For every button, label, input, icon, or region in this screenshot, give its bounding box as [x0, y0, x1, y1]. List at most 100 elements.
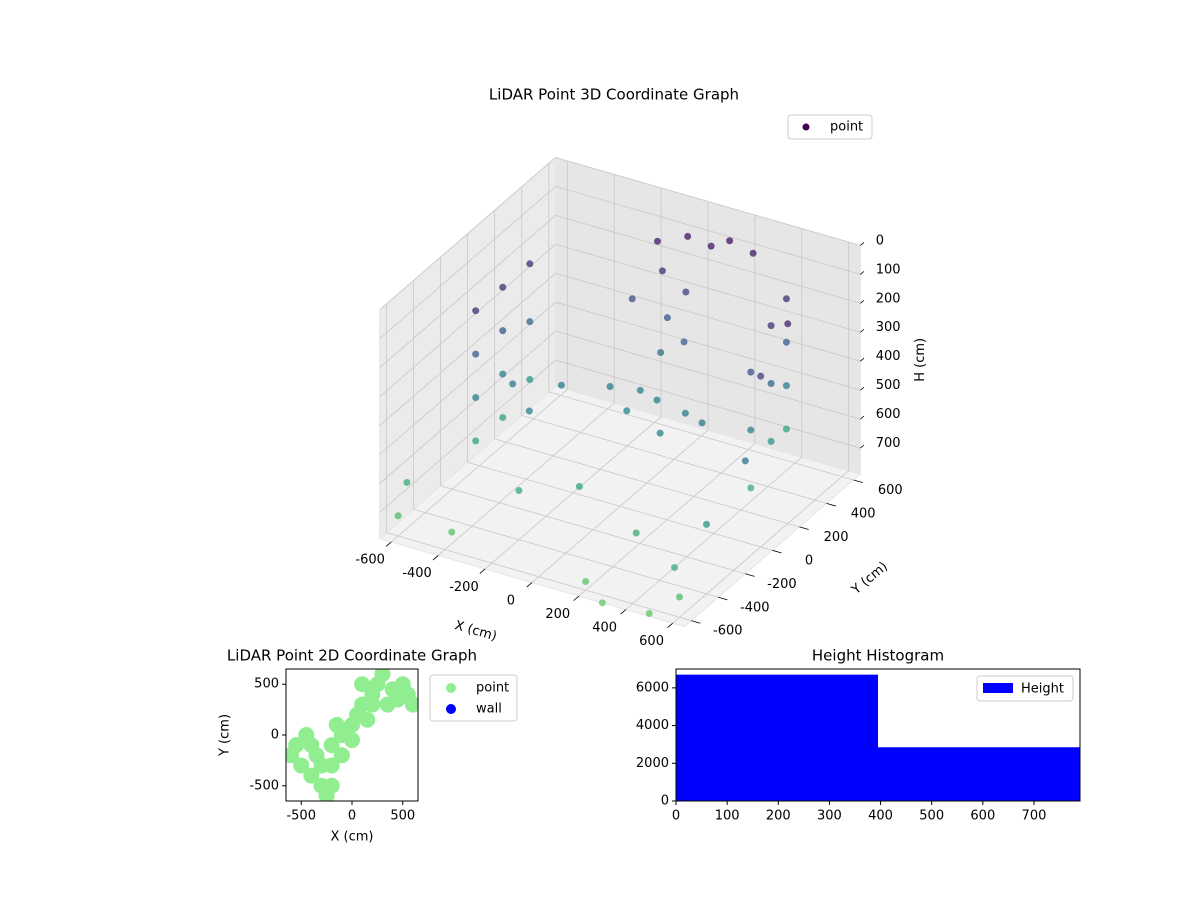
- y-tick-label: -400: [740, 600, 770, 615]
- grid-line: [379, 359, 556, 513]
- point: [472, 350, 480, 358]
- point: [698, 419, 706, 427]
- x-axis-label: X (cm): [453, 618, 498, 644]
- point: [344, 732, 360, 749]
- x-tick-label: 400: [592, 620, 617, 635]
- plot-area: [286, 669, 418, 801]
- x-axis-label: X (cm): [331, 830, 374, 845]
- tick-mark: [860, 271, 865, 275]
- x-tick-label: -200: [449, 580, 479, 595]
- point: [656, 429, 664, 437]
- y-tick-label: 2000: [636, 756, 669, 771]
- point: [747, 484, 755, 492]
- point: [645, 609, 653, 617]
- point: [526, 376, 534, 384]
- x-tick-label: -600: [355, 553, 385, 568]
- y-tick-label: -200: [767, 577, 797, 592]
- x-tick-label: -400: [402, 566, 432, 581]
- point: [784, 320, 792, 328]
- point: [499, 413, 507, 421]
- point: [499, 327, 507, 335]
- point: [509, 380, 517, 388]
- tick-mark: [860, 328, 865, 333]
- tick-mark: [479, 568, 486, 574]
- grid-line: [440, 485, 746, 575]
- grid-line: [467, 461, 773, 551]
- x-tick-label: 300: [817, 809, 842, 824]
- point: [636, 386, 644, 394]
- chart-title: LiDAR Point 2D Coordinate Graph: [227, 647, 477, 665]
- point: [472, 307, 480, 315]
- point: [782, 338, 790, 346]
- z-tick-label: 600: [876, 407, 901, 422]
- legend-box: [976, 675, 1074, 702]
- point: [658, 267, 666, 275]
- y-tick-label: 500: [254, 677, 279, 692]
- point: [767, 380, 775, 388]
- point: [682, 288, 690, 296]
- tick-mark: [860, 386, 865, 391]
- point: [623, 407, 631, 415]
- point: [606, 383, 614, 391]
- tick-mark: [853, 479, 863, 483]
- grid-line: [379, 157, 556, 311]
- tick-mark: [860, 242, 865, 246]
- point: [747, 426, 755, 434]
- tick-mark: [860, 357, 865, 362]
- tick-mark: [799, 526, 809, 530]
- point: [681, 409, 689, 417]
- y-tick-label: 6000: [636, 680, 669, 695]
- grid-line: [548, 391, 854, 481]
- x-tick-label: 500: [919, 809, 944, 824]
- point: [757, 372, 765, 380]
- tick-mark: [667, 622, 673, 629]
- legend-label: Height: [1021, 682, 1064, 697]
- z-tick-label: 200: [876, 291, 901, 306]
- grid-line: [555, 330, 861, 420]
- grid-line: [379, 186, 556, 340]
- point: [354, 676, 371, 693]
- tick-mark: [860, 444, 865, 449]
- y-tick-label: 400: [851, 506, 876, 521]
- grid-line: [555, 157, 861, 246]
- point: [394, 512, 402, 520]
- grid-line: [555, 272, 861, 362]
- x-tick-label: 600: [639, 634, 664, 649]
- point: [313, 757, 330, 774]
- z-tick-label: 300: [876, 320, 901, 335]
- x-tick-label: 200: [766, 809, 791, 824]
- z-tick-label: 700: [876, 436, 901, 451]
- point: [653, 396, 661, 404]
- z-tick-label: 400: [876, 349, 901, 364]
- y-tick-label: 200: [824, 530, 849, 545]
- grid-line: [521, 415, 827, 504]
- x-tick-label: 0: [507, 593, 515, 608]
- y-tick-label: 600: [878, 483, 903, 498]
- grid-line: [379, 301, 556, 455]
- point: [653, 237, 661, 245]
- tick-mark: [620, 609, 627, 615]
- y-tick-label: 4000: [636, 718, 669, 733]
- x-tick-label: 500: [390, 809, 415, 824]
- legend-label: point: [830, 120, 863, 135]
- y-axis-label: Y (cm): [848, 559, 891, 598]
- tick-mark: [860, 415, 865, 420]
- point: [726, 237, 734, 245]
- point: [364, 696, 381, 713]
- point: [515, 486, 523, 494]
- point: [782, 382, 790, 390]
- grid-line: [555, 186, 861, 275]
- legend-label: point: [476, 681, 509, 696]
- point: [598, 599, 606, 607]
- z-tick-label: 0: [876, 233, 884, 248]
- x-tick-label: 700: [1022, 809, 1047, 824]
- y-axis-label: Y (cm): [218, 714, 233, 757]
- point: [657, 348, 665, 356]
- point: [403, 478, 411, 486]
- point: [749, 249, 757, 257]
- point: [675, 593, 683, 601]
- point: [323, 777, 340, 794]
- grid-line: [555, 214, 861, 304]
- legend-label: wall: [476, 702, 502, 717]
- z-axis-label: H (cm): [913, 338, 928, 382]
